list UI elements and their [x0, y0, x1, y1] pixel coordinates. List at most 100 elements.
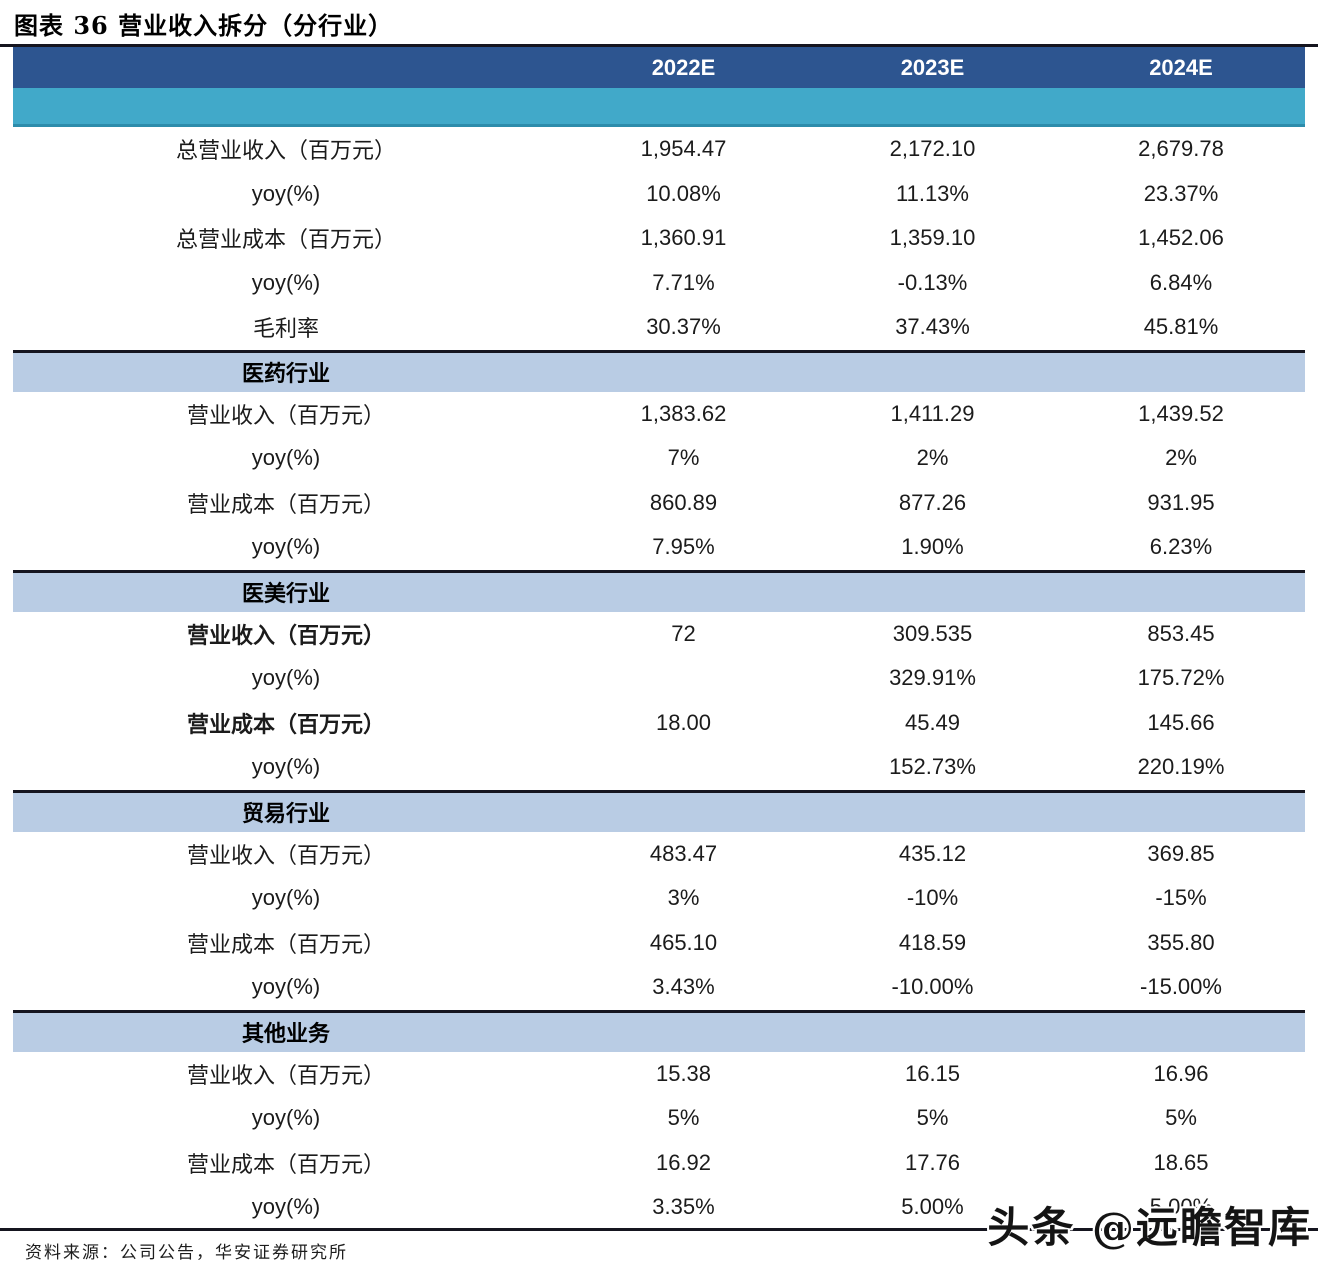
- row-label: 营业成本（百万元）: [186, 711, 385, 738]
- table-row: 总营业成本（百万元） 1,360.91 1,359.10 1,452.06: [13, 216, 1305, 261]
- row-value-2022e: 5%: [667, 1105, 700, 1131]
- row-value-2023e: 418.59: [898, 929, 967, 955]
- row-value-2023e: 329.91%: [889, 665, 976, 691]
- table-row: yoy(%) 329.91% 175.72%: [13, 656, 1305, 701]
- watermark: 头条 @远瞻智库: [987, 1203, 1312, 1252]
- row-label: yoy(%): [251, 1194, 321, 1220]
- row-value-2022e: 72: [671, 620, 696, 646]
- table-row: 营业成本（百万元） 18.00 45.49 145.66: [13, 700, 1305, 745]
- section-header-label: 贸易行业: [241, 801, 330, 827]
- table-row: yoy(%) 3.43% -10.00% -15.00%: [13, 965, 1305, 1010]
- row-value-2023e: 435.12: [898, 840, 967, 866]
- row-value-2024e: 18.65: [1153, 1149, 1209, 1175]
- table-bottom-rule: [0, 1228, 1318, 1231]
- table-row: yoy(%) 7.95% 1.90% 6.23%: [13, 525, 1305, 570]
- section-header-empty-cell: [559, 353, 808, 392]
- row-value-2022e: 18.00: [655, 709, 712, 735]
- table-row: yoy(%) 152.73% 220.19%: [13, 745, 1305, 790]
- row-value-2024e: 931.95: [1147, 489, 1215, 515]
- row-value-2023e: 309.535: [892, 620, 973, 646]
- section-header-label: 其他业务: [241, 1021, 330, 1047]
- row-value-2024e: 853.45: [1147, 620, 1215, 646]
- table-row: 营业成本（百万元） 16.92 17.76 18.65: [13, 1140, 1305, 1185]
- row-value-2022e: 15.38: [655, 1060, 712, 1086]
- table-row: yoy(%) 3.35% 5.00% 5.00%: [13, 1185, 1305, 1230]
- row-value-2023e: -10%: [906, 885, 959, 911]
- title-divider-rule: [0, 44, 1318, 47]
- row-value-2024e: 369.85: [1147, 840, 1215, 866]
- row-label: yoy(%): [251, 534, 321, 560]
- table-section: 总营业收入（百万元） 1,954.47 2,172.10 2,679.78 yoy(%)…: [13, 127, 1305, 350]
- table-section: 医美行业 营业收入（百万元） 72 309.535 853.45 yoy(%) 329.91…: [13, 569, 1305, 790]
- table-row: yoy(%) 10.08% 11.13% 23.37%: [13, 171, 1305, 216]
- row-label: 营业收入（百万元）: [186, 403, 385, 429]
- row-label: 总营业收入（百万元）: [175, 139, 396, 165]
- row-label: yoy(%): [251, 665, 321, 691]
- section-header: 医美行业: [13, 569, 1305, 612]
- table-section: 其他业务营业收入（百万元） 15.38 16.15 16.96 yoy(%) 5% 5% 5%…: [13, 1009, 1305, 1230]
- row-value-2024e: 45.81%: [1143, 314, 1219, 340]
- section-header: 医药行业: [13, 349, 1305, 392]
- table-row: 营业成本（百万元） 860.89 877.26 931.95: [13, 480, 1305, 525]
- section-header-empty-cell: [808, 793, 1057, 832]
- row-value-2023e: 877.26: [898, 489, 967, 515]
- row-value-2023e: 1,411.29: [890, 400, 975, 426]
- table-subheader-band: [13, 88, 1305, 127]
- section-header-empty-cell: [1057, 353, 1305, 392]
- table-row: 营业成本（百万元） 465.10 418.59 355.80: [13, 920, 1305, 965]
- row-value-2022e: 483.47: [649, 840, 718, 866]
- row-value-2024e: 6.84%: [1149, 269, 1213, 295]
- revenue-breakdown-table: 2022E 2023E 2024E 总营业收入（百万元） 1,954.47 2,17…: [13, 47, 1305, 1230]
- row-value-2022e: 1,954.47: [640, 136, 727, 162]
- row-value-2022e: 3.43%: [652, 974, 715, 1000]
- row-label: 营业成本（百万元）: [186, 492, 385, 518]
- row-value-2024e: 6.23%: [1149, 534, 1213, 560]
- row-value-2023e: 11.13%: [896, 180, 969, 206]
- row-value-2023e: 45.49: [904, 709, 961, 735]
- row-label: yoy(%): [251, 974, 321, 1000]
- table-row: yoy(%) 7.71% -0.13% 6.84%: [13, 260, 1305, 305]
- row-value-2023e: 16.15: [904, 1060, 961, 1086]
- section-header-empty-cell: [1057, 1013, 1305, 1052]
- row-label: 营业收入（百万元）: [186, 1063, 385, 1089]
- row-value-2024e: 355.80: [1147, 929, 1215, 955]
- row-label: yoy(%): [251, 885, 321, 911]
- row-value-2022e: 16.92: [655, 1149, 712, 1175]
- section-header-empty-cell: [559, 793, 808, 832]
- row-value-2023e: 37.43%: [895, 314, 970, 340]
- row-value-2024e: 16.96: [1153, 1060, 1209, 1086]
- row-value-2024e: 1,439.52: [1138, 400, 1224, 426]
- row-label: 毛利率: [252, 317, 319, 343]
- header-cell-label: [13, 47, 559, 88]
- table-header-row: 2022E 2023E 2024E: [13, 47, 1305, 88]
- row-label: yoy(%): [251, 1105, 321, 1131]
- row-value-2022e: 860.89: [649, 489, 718, 515]
- row-value-2024e: 5%: [1165, 1105, 1197, 1131]
- row-value-2024e: -15.00%: [1140, 974, 1222, 1000]
- row-label: 营业成本（百万元）: [186, 1152, 385, 1178]
- row-label: yoy(%): [251, 269, 321, 295]
- row-value-2024e: 220.19%: [1137, 754, 1225, 780]
- row-value-2024e: -15%: [1155, 885, 1207, 911]
- section-header-empty-cell: [1057, 573, 1305, 612]
- row-value-2024e: 5.00%: [1149, 1194, 1213, 1220]
- row-value-2022e: 1,360.91: [640, 225, 727, 251]
- table-row: 营业收入（百万元） 15.38 16.15 16.96: [13, 1051, 1305, 1096]
- header-cell-2023e: 2023E: [900, 54, 965, 80]
- row-value-2024e: 2%: [1165, 445, 1197, 471]
- row-value-2024e: 175.72%: [1137, 665, 1225, 691]
- row-label: 总营业成本（百万元）: [175, 228, 396, 254]
- row-value-2023e: -10.00%: [891, 974, 974, 1000]
- row-value-2022e: 10.08%: [646, 180, 721, 206]
- row-value-2023e: 5%: [916, 1105, 949, 1131]
- figure-title: 图表 36 营业收入拆分（分行业）: [14, 11, 394, 40]
- table-body: 总营业收入（百万元） 1,954.47 2,172.10 2,679.78 yoy(%)…: [13, 127, 1305, 1230]
- section-header-label: 医美行业: [241, 581, 330, 607]
- row-value-2022e: 7.71%: [652, 269, 715, 295]
- table-row: 总营业收入（百万元） 1,954.47 2,172.10 2,679.78: [13, 127, 1305, 172]
- section-header-empty-cell: [808, 353, 1057, 392]
- row-value-2023e: 1,359.10: [889, 225, 976, 251]
- row-value-2022e: [559, 745, 808, 790]
- row-value-2022e: 7.95%: [652, 534, 715, 560]
- section-header-empty-cell: [808, 1013, 1057, 1052]
